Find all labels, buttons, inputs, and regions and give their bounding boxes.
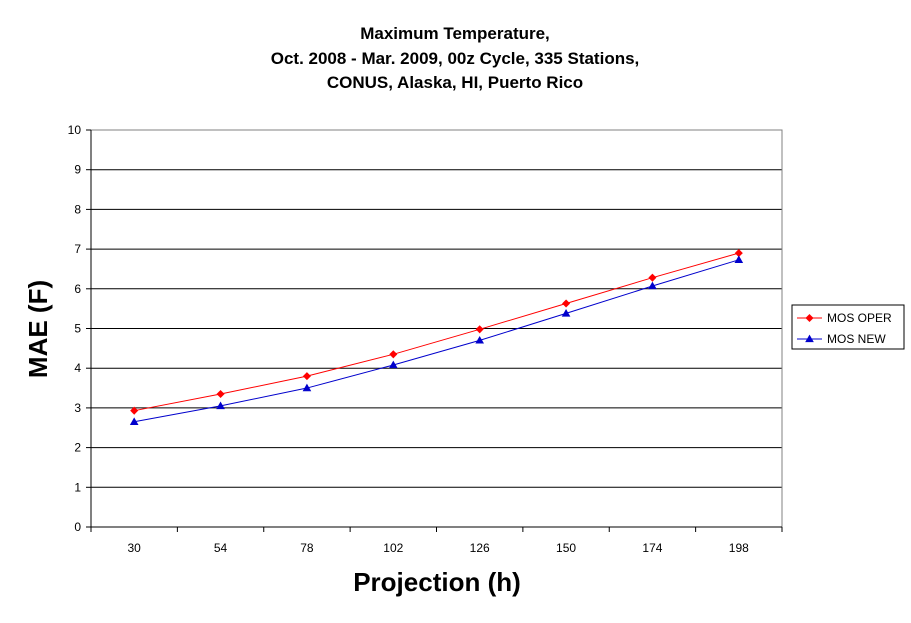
data-point	[475, 336, 485, 344]
data-point	[388, 360, 398, 369]
data-point	[648, 273, 657, 282]
y-tick-label: 2	[74, 441, 81, 455]
y-tick-label: 9	[74, 163, 81, 177]
y-tick-label: 3	[74, 401, 81, 415]
y-tick-label: 1	[74, 480, 81, 494]
data-point	[216, 389, 225, 399]
data-point	[562, 299, 571, 308]
series-line-mos-new	[134, 259, 739, 423]
data-point	[302, 372, 311, 381]
series-mos-oper	[130, 249, 743, 415]
data-point	[734, 255, 744, 263]
x-tick-label: 30	[128, 541, 142, 555]
series-line-mos-oper	[134, 252, 739, 412]
y-tick-label: 6	[74, 282, 81, 296]
x-tick-label: 126	[470, 541, 490, 555]
data-point	[129, 417, 139, 425]
y-tick-label: 7	[74, 242, 81, 256]
x-tick-label: 78	[300, 541, 314, 555]
legend-label: MOS NEW	[827, 332, 886, 346]
x-tick-label: 54	[214, 541, 228, 555]
y-tick-label: 4	[74, 361, 81, 375]
legend-label: MOS OPER	[827, 311, 892, 325]
grid-lines	[91, 129, 782, 488]
chart-title: Maximum Temperature, Oct. 2008 - Mar. 20…	[271, 24, 640, 92]
chart-title-line-1: Maximum Temperature,	[360, 24, 550, 43]
data-point	[130, 406, 139, 415]
y-axis-title: MAE (F)	[23, 280, 53, 378]
legend-item-mos-oper: MOS OPER	[797, 311, 892, 325]
x-tick-label: 174	[642, 541, 662, 555]
legend-marker	[805, 334, 814, 343]
y-tick-label: 0	[74, 520, 81, 534]
series-mos-new	[129, 255, 744, 425]
y-tick-label: 10	[68, 123, 82, 137]
legend: MOS OPER MOS NEW	[791, 304, 905, 350]
data-point	[389, 350, 398, 359]
legend-item-mos-new: MOS NEW	[797, 332, 886, 346]
x-tick-label: 198	[729, 541, 749, 555]
data-point	[475, 325, 484, 334]
x-tick-label: 102	[383, 541, 403, 555]
chart-title-line-2: Oct. 2008 - Mar. 2009, 00z Cycle, 335 St…	[271, 49, 640, 68]
data-point	[561, 309, 571, 317]
y-tick-label: 5	[74, 322, 81, 336]
chart-title-line-3: CONUS, Alaska, HI, Puerto Rico	[327, 73, 583, 92]
x-axis-title: Projection (h)	[353, 567, 521, 597]
y-tick-label: 8	[74, 202, 81, 216]
data-point	[648, 281, 657, 290]
legend-marker	[805, 313, 814, 323]
data-point	[216, 401, 225, 410]
x-tick-label: 150	[556, 541, 576, 555]
series-layer	[129, 249, 744, 425]
data-point	[302, 383, 312, 392]
